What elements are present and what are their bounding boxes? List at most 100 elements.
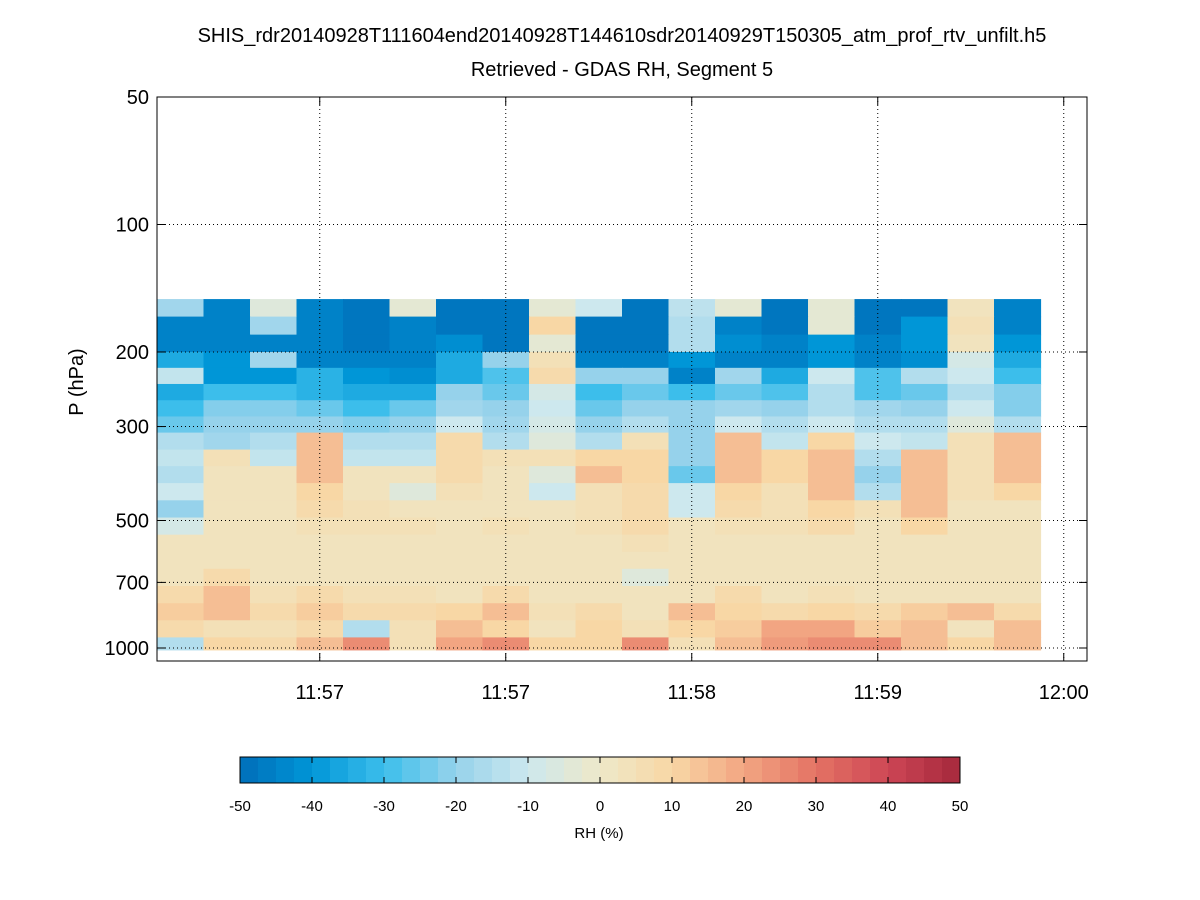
colorbar-swatch — [906, 757, 925, 783]
heatmap-cell — [622, 299, 670, 318]
heatmap-cell — [389, 383, 437, 401]
heatmap-cell — [389, 449, 437, 467]
heatmap-cell — [808, 449, 856, 467]
heatmap-cell — [761, 299, 809, 318]
heatmap-cell — [947, 299, 995, 318]
heatmap-cell — [575, 637, 623, 651]
heatmap-cell — [994, 500, 1042, 519]
colorbar-swatch — [780, 757, 799, 783]
heatmap-cell — [482, 383, 530, 401]
heatmap-cell — [994, 620, 1042, 638]
heatmap-cell — [901, 383, 949, 401]
heatmap-cell — [947, 351, 995, 369]
colorbar-swatch — [924, 757, 943, 783]
colorbar-swatch — [942, 757, 961, 783]
heatmap-cell — [343, 568, 391, 587]
heatmap-cell — [994, 299, 1042, 318]
heatmap-cell — [854, 466, 902, 484]
heatmap-cell — [436, 517, 484, 536]
heatmap-cell — [854, 586, 902, 604]
heatmap-cell — [343, 586, 391, 604]
heatmap-cell — [157, 500, 205, 519]
heatmap-cell — [250, 299, 298, 318]
heatmap-cell — [529, 316, 577, 336]
heatmap-cell — [203, 383, 251, 401]
colorbar-swatch — [330, 757, 349, 783]
heatmap-cell — [622, 416, 670, 434]
colorbar-swatch — [582, 757, 601, 783]
heatmap-cell — [250, 637, 298, 651]
heatmap-cell — [575, 449, 623, 467]
heatmap-cell — [947, 416, 995, 434]
heatmap-cell — [901, 603, 949, 621]
heatmap-cell — [854, 383, 902, 401]
colorbar-swatch — [312, 757, 331, 783]
y-axis-label: P (hPa) — [66, 348, 88, 415]
colorbar-swatch — [870, 757, 889, 783]
colorbar-swatch — [384, 757, 403, 783]
heatmap-cell — [575, 620, 623, 638]
heatmap-cell — [622, 637, 670, 651]
colorbar-tick-label: -20 — [445, 798, 467, 815]
heatmap-cell — [575, 316, 623, 336]
heatmap-cell — [901, 551, 949, 570]
heatmap-cell — [622, 383, 670, 401]
heatmap-cell — [250, 500, 298, 519]
heatmap-cell — [994, 568, 1042, 587]
heatmap-cell — [994, 383, 1042, 401]
heatmap-cell — [715, 334, 763, 353]
heatmap-cell — [947, 383, 995, 401]
heatmap-cell — [203, 316, 251, 336]
colorbar-swatch — [420, 757, 439, 783]
heatmap-cell — [203, 586, 251, 604]
heatmap-cell — [947, 603, 995, 621]
heatmap-cell — [482, 534, 530, 553]
heatmap-cell — [482, 586, 530, 604]
heatmap-cell — [901, 400, 949, 418]
colorbar-swatch — [852, 757, 871, 783]
heatmap-cell — [854, 367, 902, 385]
heatmap-cell — [343, 500, 391, 519]
colorbar-label: RH (%) — [574, 825, 623, 842]
colorbar-swatch — [600, 757, 619, 783]
heatmap-cell — [947, 551, 995, 570]
colorbar-tick-label: -30 — [373, 798, 395, 815]
colorbar-swatch — [798, 757, 817, 783]
heatmap-cell — [715, 637, 763, 651]
heatmap-cell — [901, 449, 949, 467]
heatmap-cell — [761, 316, 809, 336]
heatmap-cell — [157, 586, 205, 604]
heatmap-cell — [715, 500, 763, 519]
heatmap-cell — [250, 483, 298, 501]
heatmap-cell — [157, 568, 205, 587]
heatmap-cell — [203, 500, 251, 519]
heatmap-cell — [250, 568, 298, 587]
heatmap-cell — [436, 367, 484, 385]
heatmap-cell — [854, 551, 902, 570]
heatmap-cell — [575, 586, 623, 604]
heatmap-cell — [761, 620, 809, 638]
heatmap-cell — [389, 586, 437, 604]
heatmap-cell — [203, 551, 251, 570]
colorbar-tick-label: 0 — [596, 798, 604, 815]
colorbar-swatch — [654, 757, 673, 783]
heatmap-cell — [203, 483, 251, 501]
heatmap-cell — [529, 400, 577, 418]
heatmap-cell — [482, 400, 530, 418]
heatmap-cell — [436, 637, 484, 651]
heatmap-cell — [157, 517, 205, 536]
heatmap-cell — [622, 316, 670, 336]
heatmap-cell — [901, 351, 949, 369]
heatmap-cell — [529, 620, 577, 638]
heatmap-cell — [994, 466, 1042, 484]
colorbar-swatch — [636, 757, 655, 783]
heatmap-cell — [994, 534, 1042, 553]
heatmap-cell — [575, 334, 623, 353]
heatmap-cell — [203, 466, 251, 484]
heatmap-cell — [389, 551, 437, 570]
heatmap-cell — [947, 449, 995, 467]
heatmap-cell — [715, 483, 763, 501]
heatmap-cell — [761, 568, 809, 587]
heatmap-cell — [482, 483, 530, 501]
